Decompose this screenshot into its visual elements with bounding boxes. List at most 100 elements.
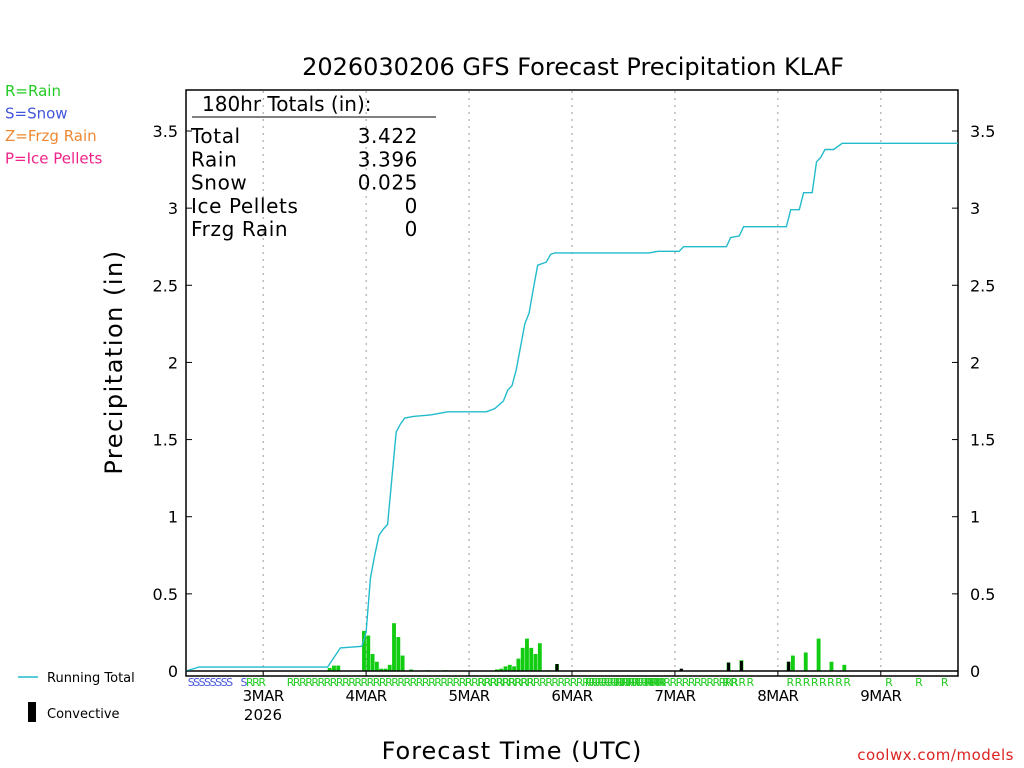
precip-bar-6: [374, 661, 379, 671]
type-marker-10: R R R R: [722, 676, 754, 689]
totals-value-1: 3.396: [358, 147, 418, 171]
convective-legend-label: Convective: [47, 707, 120, 722]
precip-bar-35: [816, 638, 821, 671]
y-tick-label-right-2: 1: [970, 508, 980, 527]
x-tick-label-3: 6MAR: [551, 687, 592, 705]
precip-bar-37: [842, 664, 847, 671]
precip-bar-26: [537, 643, 542, 671]
totals-value-3: 0: [405, 194, 418, 218]
y-tick-label-left-2: 1: [168, 508, 178, 527]
precip-bar-17: [499, 668, 504, 671]
x-axis-title: Forecast Time (UTC): [382, 737, 643, 765]
grid-lines: [262, 91, 882, 675]
precip-bar-3: [362, 630, 366, 671]
precip-bar-18: [503, 666, 508, 671]
precip-type-markers: SSSSSSSS S RRR RRRRRRRRRRRRRRRRRRRRRRRRRRRR…: [188, 676, 951, 689]
precip-bar-25: [533, 654, 538, 671]
y-tick-label-left-7: 3.5: [153, 122, 178, 141]
precip-bar-21: [516, 658, 521, 671]
type-marker-6: RRRRRRRRRRRRR: [585, 676, 667, 689]
type-marker-7: RRR: [615, 676, 635, 689]
legend-type-1: S=Snow: [5, 105, 68, 123]
precip-bar-13: [409, 669, 414, 671]
precip-bar-2: [336, 665, 341, 671]
y-tick-label-right-4: 2: [970, 353, 980, 372]
y-tick-label-right-0: 0: [970, 662, 980, 681]
legend-type-2: Z=Frzg Rain: [5, 127, 97, 145]
totals-label-2: Snow: [191, 171, 247, 195]
x-axis: 3MAR 4MAR 5MAR 6MAR 7MAR 8MAR 9MAR: [243, 671, 902, 705]
running-total-legend-label: Running Total: [47, 671, 135, 686]
y-tick-label-right-6: 3: [970, 199, 980, 218]
type-marker-0: SSSSSSSS: [188, 676, 233, 689]
year-label: 2026: [244, 706, 282, 724]
precip-bar-19: [507, 664, 512, 671]
precip-bar-1: [332, 665, 336, 671]
convective-bar-4: [787, 661, 791, 671]
precip-bar-8: [383, 668, 388, 671]
precip-bar-36: [829, 661, 834, 671]
type-marker-13: R: [915, 676, 923, 689]
totals-box: 180hr Totals (in): Total 3.422 Rain 3.396 Sn…: [190, 92, 436, 241]
convective-bar-3: [739, 660, 743, 671]
precip-bar-24: [529, 647, 534, 671]
precip-bar-12: [400, 655, 405, 671]
precip-bar-9: [387, 664, 392, 671]
type-marker-12: R: [885, 676, 893, 689]
y-tick-label-left-6: 3: [168, 199, 178, 218]
type-marker-1: S: [240, 676, 247, 689]
convective-bars: [555, 660, 791, 671]
x-tick-label-0: 3MAR: [243, 687, 284, 705]
x-tick-label-6: 9MAR: [860, 687, 901, 705]
type-marker-3: RRRRRRRRRRRRRRRRRRRRRRRRRRRRRRRRRRRRRRRR: [287, 676, 535, 689]
y-tick-label-left-0: 0: [168, 662, 178, 681]
totals-label-1: Rain: [191, 147, 237, 171]
type-marker-2: RRR: [246, 676, 266, 689]
totals-label-3: Ice Pellets: [191, 194, 299, 218]
convective-bar-2: [727, 662, 731, 671]
x-tick-label-2: 5MAR: [448, 687, 489, 705]
legend-type-3: P=Ice Pellets: [5, 150, 102, 168]
type-marker-14: R: [941, 676, 949, 689]
type-marker-11: R R R R R R R R: [786, 676, 851, 689]
x-tick-label-5: 8MAR: [757, 687, 798, 705]
totals-label-4: Frzg Rain: [191, 217, 288, 241]
precip-bar-34: [803, 652, 808, 671]
y-axis-left: 0 0.5 1 1.5 2 2.5 3 3.5: [153, 122, 192, 681]
precip-bar-20: [512, 666, 517, 671]
precip-bar-33: [790, 655, 795, 671]
x-tick-label-1: 4MAR: [346, 687, 387, 705]
totals-value-0: 3.422: [358, 124, 418, 148]
precip-bar-7: [379, 668, 384, 671]
convective-bar-1: [679, 668, 683, 671]
y-tick-label-left-3: 1.5: [153, 431, 178, 450]
convective-bar-0: [555, 664, 559, 671]
precip-bar-5: [370, 654, 375, 671]
type-marker-5: RRRRRRRRRRRRRRRRRRRRRRRRRRRRRR: [478, 676, 664, 689]
totals-value-2: 0.025: [358, 171, 418, 195]
convective-legend-swatch: [28, 702, 36, 722]
totals-value-4: 0: [405, 217, 418, 241]
precip-bar-22: [520, 647, 525, 671]
precip-bar-10: [392, 623, 396, 671]
y-tick-label-left-1: 0.5: [153, 585, 178, 604]
precip-type-legend: R=Rain S=Snow Z=Frzg Rain P=Ice Pellets: [5, 82, 102, 168]
precip-bar-23: [525, 638, 529, 671]
precip-bars: [327, 623, 847, 672]
x-tick-label-4: 7MAR: [654, 687, 695, 705]
precip-bar-16: [495, 669, 499, 671]
totals-title: 180hr Totals (in):: [202, 92, 372, 116]
y-axis-title: Precipitation (in): [100, 249, 128, 474]
precip-bar-0: [327, 667, 332, 671]
type-marker-9: RRRRRRRRRRRRRRR: [645, 676, 739, 689]
y-tick-label-right-7: 3.5: [970, 122, 995, 141]
type-marker-4: R: [465, 676, 473, 689]
y-axis-right: 0 0.5 1 1.5 2 2.5 3 3.5: [952, 122, 995, 681]
y-tick-label-right-5: 2.5: [970, 276, 995, 295]
y-tick-label-right-1: 0.5: [970, 585, 995, 604]
legend-type-0: R=Rain: [5, 82, 61, 100]
precip-bar-4: [366, 635, 371, 671]
y-tick-label-left-4: 2: [168, 353, 178, 372]
y-tick-label-right-3: 1.5: [970, 431, 995, 450]
